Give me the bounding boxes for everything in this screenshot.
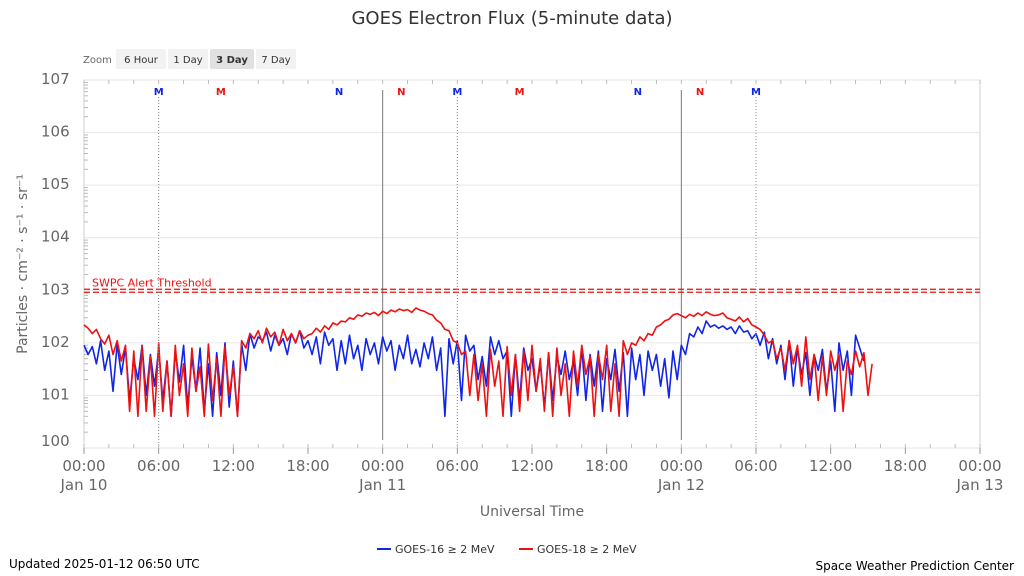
legend: GOES-16 ≥ 2 MeV GOES-18 ≥ 2 MeV — [377, 543, 637, 556]
x-tick-label: 00:00 — [660, 457, 703, 475]
y-tick-base: 10 — [41, 432, 60, 450]
zoom-button-bg — [116, 49, 166, 69]
y-tick-base: 10 — [41, 333, 60, 351]
y-tick-label: 100 — [41, 432, 70, 450]
series-line-goes18 — [83, 307, 873, 418]
x-tick-label: 12:00 — [212, 457, 255, 475]
y-tick-label: 104 — [41, 228, 70, 246]
y-tick-exponent: 0 — [60, 432, 70, 450]
x-tick-label: 00:00 — [62, 457, 105, 475]
y-tick-exponent: 2 — [60, 333, 70, 351]
y-tick-base: 10 — [41, 123, 60, 141]
event-marker: M — [751, 87, 761, 98]
x-date-label: Jan 10 — [60, 476, 108, 494]
y-tick-exponent: 5 — [60, 175, 70, 193]
y-tick-base: 10 — [41, 228, 60, 246]
x-date-label: Jan 11 — [358, 476, 406, 494]
chart-title: GOES Electron Flux (5-minute data) — [351, 8, 672, 29]
zoom-label: Zoom — [83, 55, 112, 66]
zoom-button-label: 6 Hour — [124, 55, 159, 66]
y-tick-base: 10 — [41, 385, 60, 403]
zoom-button-bg — [210, 49, 254, 69]
threshold-label: SWPC Alert Threshold — [92, 276, 212, 289]
zoom-button-7-day[interactable]: 7 Day — [256, 49, 296, 69]
zoom-button-6-hour[interactable]: 6 Hour — [116, 49, 166, 69]
zoom-button-1-day[interactable]: 1 Day — [168, 49, 208, 69]
zoom-button-label: 7 Day — [261, 55, 290, 66]
x-axis-title: Universal Time — [480, 504, 584, 520]
x-tick-label: 06:00 — [436, 457, 479, 475]
event-marker: M — [452, 87, 462, 98]
credit-label: Space Weather Prediction Center — [815, 559, 1014, 573]
zoom-button-3-day[interactable]: 3 Day — [210, 49, 254, 69]
legend-label: GOES-16 ≥ 2 MeV — [395, 543, 495, 556]
event-marker: M — [154, 87, 164, 98]
x-date-label: Jan 13 — [956, 476, 1004, 494]
x-tick-label: 18:00 — [286, 457, 329, 475]
alert-threshold: SWPC Alert Threshold — [84, 276, 980, 293]
y-tick-base: 10 — [41, 280, 60, 298]
legend-item-goes18[interactable]: GOES-18 ≥ 2 MeV — [519, 543, 637, 556]
event-marker: N — [634, 87, 642, 98]
event-marker: N — [696, 87, 704, 98]
zoom-selector: Zoom 6 Hour 1 Day 3 Day 7 Day — [83, 49, 296, 69]
y-tick-label: 106 — [41, 123, 70, 141]
zoom-button-bg — [256, 49, 296, 69]
zoom-button-label: 3 Day — [216, 55, 248, 66]
zoom-button-label: 1 Day — [173, 55, 202, 66]
legend-label: GOES-18 ≥ 2 MeV — [537, 543, 637, 556]
x-tick-label: 18:00 — [884, 457, 927, 475]
y-tick-label: 102 — [41, 333, 70, 351]
x-tick-label: 06:00 — [734, 457, 777, 475]
y-tick-label: 107 — [41, 70, 70, 88]
x-tick-label: 18:00 — [585, 457, 628, 475]
series-line-goes16 — [83, 320, 865, 418]
legend-item-goes16[interactable]: GOES-16 ≥ 2 MeV — [377, 543, 495, 556]
x-date-label: Jan 12 — [657, 476, 705, 494]
y-tick-label: 103 — [41, 280, 70, 298]
zoom-button-bg — [168, 49, 208, 69]
x-tick-label: 00:00 — [958, 457, 1001, 475]
updated-timestamp: Updated 2025-01-12 06:50 UTC — [9, 557, 200, 571]
y-tick-exponent: 1 — [60, 385, 70, 403]
y-tick-label: 101 — [41, 385, 70, 403]
series — [83, 307, 873, 418]
y-axis-title: Particles · cm⁻² · s⁻¹ · sr⁻¹ — [15, 174, 31, 354]
x-tick-label: 06:00 — [137, 457, 180, 475]
x-tick-label: 12:00 — [510, 457, 553, 475]
event-marker: M — [216, 87, 226, 98]
y-tick-label: 105 — [41, 175, 70, 193]
y-tick-exponent: 4 — [60, 228, 70, 246]
y-tick-base: 10 — [41, 70, 60, 88]
y-tick-base: 10 — [41, 175, 60, 193]
y-tick-exponent: 6 — [60, 123, 70, 141]
event-marker: N — [335, 87, 343, 98]
x-tick-label: 00:00 — [361, 457, 404, 475]
x-tick-label: 12:00 — [809, 457, 852, 475]
event-marker: M — [515, 87, 525, 98]
event-marker: N — [397, 87, 405, 98]
y-tick-exponent: 7 — [60, 70, 70, 88]
y-tick-exponent: 3 — [60, 280, 70, 298]
reference-lines — [382, 90, 682, 440]
